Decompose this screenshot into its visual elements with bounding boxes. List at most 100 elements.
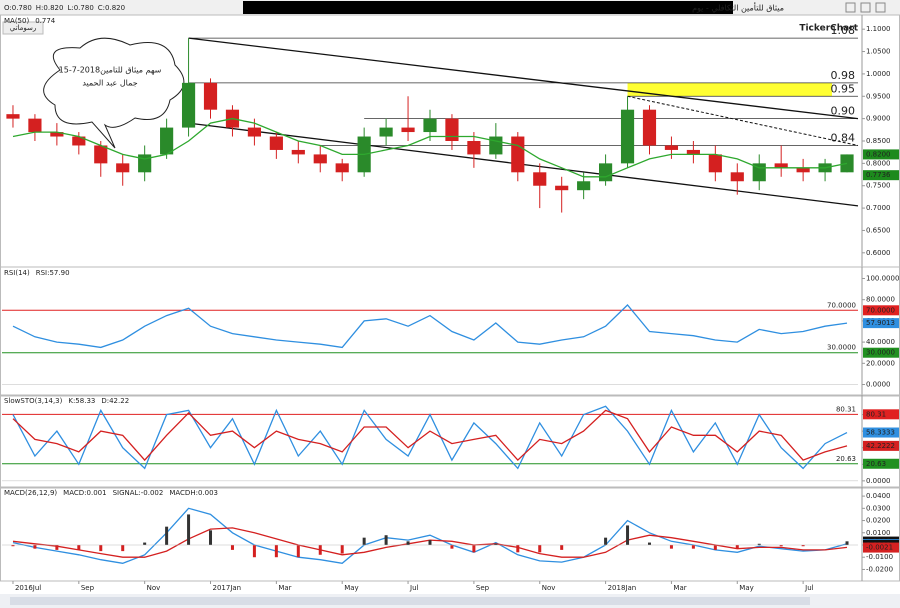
histogram-bar	[296, 545, 300, 558]
drawings-button-label[interactable]: رسوماتي	[10, 24, 37, 32]
candle-body	[181, 82, 196, 128]
level-label: 30.0000	[827, 344, 856, 352]
x-tick-label: Nov	[542, 584, 556, 592]
level-box-label: 80.31	[866, 410, 886, 418]
panel-title: MACD(26,12,9)	[4, 489, 57, 497]
highlight-zone	[627, 82, 832, 97]
histogram-bar	[560, 545, 564, 550]
histogram-bar	[77, 545, 81, 550]
candle-body	[50, 132, 64, 137]
redacted-bar	[243, 1, 733, 14]
candle-body	[840, 154, 854, 173]
candle-body	[620, 109, 635, 164]
window-title: ميثاق للتأمين التكافلي - يوم	[692, 2, 784, 13]
histogram-bar	[121, 545, 125, 552]
histogram-bar	[647, 542, 651, 545]
trend-line	[627, 95, 859, 146]
drawings-button[interactable]	[2, 21, 44, 35]
histogram-bar	[252, 545, 256, 558]
histogram-bar	[55, 545, 59, 550]
x-tick-label: Jul	[409, 584, 419, 592]
y-tick-label: 100.0000	[866, 274, 899, 282]
panel-frame	[0, 486, 900, 582]
level-box-label: 20.63	[866, 460, 886, 468]
x-tick-label: Sep	[81, 584, 95, 592]
candle-body	[423, 118, 437, 133]
candle-body	[28, 118, 42, 133]
last-value-label: 42.2222	[866, 442, 895, 450]
histogram-bar	[11, 545, 15, 547]
candle-body	[555, 185, 569, 191]
x-tick-label: May	[344, 584, 358, 592]
y-tick-label: 1.1000	[866, 25, 891, 33]
y-tick-label: 0.0000	[866, 381, 891, 389]
candle-body	[796, 167, 810, 173]
y-tick-label: 0.8000	[866, 159, 891, 167]
histogram-bar	[538, 545, 542, 553]
brand: TickerChart	[799, 24, 858, 34]
ohlc-value: O:0.780	[4, 4, 32, 12]
histogram-bar	[340, 545, 344, 554]
candle-body	[116, 163, 130, 173]
legend-entry: MACD:0.001	[63, 489, 106, 497]
level-box	[863, 409, 899, 420]
level-box-label: 70.0000	[866, 306, 895, 314]
last-value-label: 57.9013	[866, 319, 895, 327]
histogram-bar	[33, 545, 37, 549]
candle-body	[160, 127, 174, 155]
y-tick-label: 0.0000	[866, 477, 891, 485]
ohlc-value: L:0.780	[67, 4, 93, 12]
level-box	[863, 458, 899, 469]
x-tick-label: 2016Jul	[15, 584, 41, 592]
candle-body	[774, 163, 788, 168]
histogram-bar	[187, 514, 191, 545]
y-tick-label: 20.0000	[866, 359, 895, 367]
last-value-label: 0.7736	[866, 171, 891, 179]
window-buttons[interactable]	[845, 2, 886, 13]
candle-body	[664, 145, 679, 150]
histogram-bar	[604, 537, 608, 545]
ohlc-info: O:0.780 H:0.820 L:0.780 C:0.820	[4, 4, 125, 12]
y-tick-label: 0.6000	[866, 249, 891, 257]
legend-entry: RSI:57.90	[36, 269, 70, 277]
series-line	[12, 304, 848, 349]
legend-entry: MA(50)	[4, 17, 29, 25]
histogram-bar	[626, 525, 630, 545]
y-tick-label: 0.0200	[866, 517, 891, 525]
histogram-bar	[516, 545, 520, 553]
note-text: جمال عبد الحميد	[82, 79, 137, 88]
y-tick-label: 0.9500	[866, 92, 891, 100]
histogram-bar	[318, 545, 322, 555]
y-tick-label: -0.0100	[866, 553, 893, 561]
trend-line	[188, 37, 859, 120]
level-label: 20.63	[836, 455, 856, 463]
histogram-bar	[450, 545, 454, 549]
candle-body	[379, 127, 393, 137]
x-tick-label: Jul	[804, 584, 814, 592]
histogram-bar	[472, 545, 476, 553]
candle-body	[203, 82, 218, 110]
histogram-bar	[494, 543, 498, 545]
histogram-bar	[845, 541, 849, 545]
series-line	[12, 527, 848, 558]
scroll-thumb[interactable]	[10, 597, 810, 605]
x-tick-label: May	[739, 584, 753, 592]
y-tick-label: 80.0000	[866, 296, 895, 304]
series-line	[12, 405, 848, 470]
last-value-box	[863, 542, 899, 553]
level-label: 70.0000	[827, 301, 856, 309]
level-box	[863, 305, 899, 316]
y-tick-label: 1.0500	[866, 48, 891, 56]
note-cloud	[43, 37, 185, 149]
y-tick-label: 1.0000	[866, 70, 891, 78]
candle-body	[533, 172, 547, 186]
legend-entry: MACDH:0.003	[169, 489, 218, 497]
histogram-bar	[757, 543, 761, 545]
y-tick-label: 0.8500	[866, 137, 891, 145]
legend-entry: SIGNAL:-0.002	[113, 489, 164, 497]
note-text: سهم ميثاق للتامين2018-7-15	[59, 66, 162, 75]
x-tick-label: Mar	[673, 584, 686, 592]
level-box	[863, 347, 899, 358]
level-label: 0.98	[831, 69, 856, 82]
